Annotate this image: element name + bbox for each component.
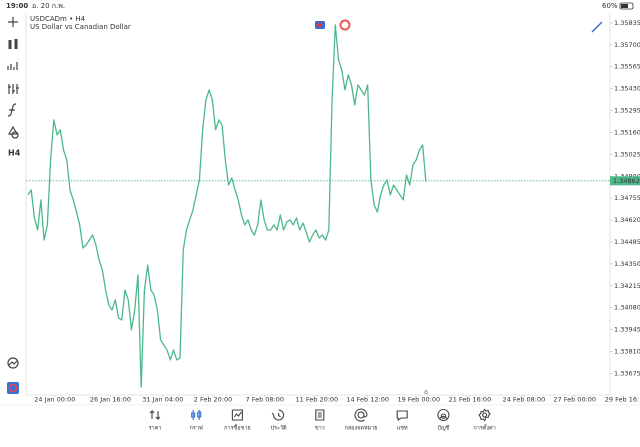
status-time: 19:00 bbox=[6, 2, 28, 10]
nav-item[interactable]: กราฟ bbox=[190, 410, 203, 432]
x-tick-label: 24 Feb 08:00 bbox=[503, 396, 546, 404]
battery-level bbox=[621, 4, 628, 8]
y-tick-label: 1.35700 bbox=[614, 41, 640, 49]
nav-icon bbox=[271, 409, 285, 421]
nav-label: แชท bbox=[397, 425, 408, 432]
x-tick-label: 31 Jan 04:00 bbox=[142, 396, 183, 404]
nav-icon bbox=[478, 408, 491, 422]
nav-label: กล่องจดหมาย bbox=[344, 426, 377, 432]
y-tick-label: 1.34755 bbox=[614, 194, 640, 202]
nav-icon bbox=[191, 410, 202, 420]
x-tick-label: 14 Feb 12:00 bbox=[346, 396, 389, 404]
nav-item[interactable]: การตั้งค่า bbox=[473, 408, 496, 432]
current-price-label: 1.34862 bbox=[613, 177, 640, 185]
plot: 1.35835 1.35700 1.35565 1.35430 1.35295 1.351… bbox=[26, 19, 640, 404]
zoom-tool[interactable] bbox=[7, 357, 19, 369]
scroll-marker: ⌂ bbox=[424, 389, 428, 396]
nav-label: ประวัติ bbox=[271, 425, 287, 432]
x-tick-label: 2 Feb 20:00 bbox=[194, 396, 233, 404]
y-tick-label: 1.33675 bbox=[614, 369, 640, 377]
function-tool[interactable] bbox=[7, 103, 17, 117]
zoom-tool-mark bbox=[8, 360, 18, 366]
y-tick-label: 1.35565 bbox=[614, 63, 640, 71]
nav-icon bbox=[437, 408, 450, 422]
left-toolbar bbox=[7, 17, 19, 369]
nav-label: การซื้อขาย bbox=[224, 424, 250, 432]
nav-label: ข่าว bbox=[315, 426, 325, 432]
symbol-description: US Dollar vs Canadian Dollar bbox=[30, 23, 131, 31]
flag-icon-mark bbox=[318, 23, 322, 27]
x-tick-label: 11 Feb 20:00 bbox=[296, 396, 339, 404]
nav-item[interactable]: ราคา bbox=[149, 409, 162, 432]
x-tick-label: 24 Jan 00:00 bbox=[34, 396, 75, 404]
x-tick-label: 7 Feb 08:00 bbox=[246, 396, 285, 404]
nav-item[interactable]: บัญชี bbox=[437, 408, 450, 432]
nav-label: การตั้งค่า bbox=[473, 424, 495, 432]
nav-icon bbox=[354, 408, 368, 422]
y-tick-label: 1.35430 bbox=[614, 85, 640, 93]
indicator-tool[interactable] bbox=[7, 62, 18, 70]
price-line bbox=[27, 24, 427, 388]
settings-tool[interactable] bbox=[8, 84, 19, 94]
nav-item[interactable]: แชท bbox=[396, 410, 408, 432]
nav-label: ราคา bbox=[149, 426, 162, 432]
chart-type-icon[interactable] bbox=[591, 21, 603, 33]
y-tick-label: 1.34350 bbox=[614, 260, 640, 268]
x-tick-label: 19 Feb 00:00 bbox=[397, 396, 440, 404]
current-price-box bbox=[610, 176, 640, 186]
y-tick-label: 1.33945 bbox=[614, 326, 640, 334]
y-tick-label: 1.34620 bbox=[614, 216, 640, 224]
status-battery: 60% bbox=[602, 2, 618, 10]
crosshair-tool[interactable] bbox=[8, 17, 18, 27]
status-date: อ. 20 ก.พ. bbox=[32, 2, 65, 10]
nav-label: บัญชี bbox=[437, 425, 449, 432]
y-tick-label: 1.34080 bbox=[614, 304, 640, 312]
status-icon bbox=[339, 19, 351, 31]
nav-item[interactable]: การซื้อขาย bbox=[224, 409, 251, 432]
battery-icon bbox=[619, 2, 634, 10]
y-tick-label: 1.35025 bbox=[614, 150, 640, 158]
nav-icon bbox=[315, 409, 325, 421]
shapes-tool[interactable] bbox=[7, 125, 19, 139]
nav-icon bbox=[149, 409, 161, 421]
x-tick-label: 21 Feb 16:00 bbox=[449, 396, 492, 404]
y-tick-label: 1.35295 bbox=[614, 107, 640, 115]
symbol-name[interactable]: USDCADm • H4 bbox=[30, 15, 86, 23]
nav-label: กราฟ bbox=[190, 425, 203, 432]
x-tick-label: 26 Jan 16:00 bbox=[90, 396, 131, 404]
nav-icon bbox=[231, 409, 243, 421]
app-icon-mark bbox=[8, 383, 18, 393]
y-tick-label: 1.34890 bbox=[614, 172, 640, 180]
y-tick-label: 1.35835 bbox=[614, 19, 640, 27]
bottom-nav: ราคา กราฟ การซื้อขาย ประวัติ ข่าว กล่องจดหมาย… bbox=[149, 408, 496, 432]
nav-item[interactable]: ข่าว bbox=[315, 409, 325, 432]
nav-item[interactable]: กล่องจดหมาย bbox=[344, 408, 378, 432]
y-tick-label: 1.34215 bbox=[614, 282, 640, 290]
y-tick-label: 1.34485 bbox=[614, 238, 640, 246]
x-tick-label: 27 Feb 00:00 bbox=[553, 396, 596, 404]
timeframe-button[interactable]: H4 bbox=[8, 149, 21, 158]
x-tick-label: 29 Feb 16: bbox=[605, 396, 639, 404]
nav-item[interactable]: ประวัติ bbox=[271, 409, 287, 432]
y-tick-label: 1.33810 bbox=[614, 348, 640, 356]
nav-icon bbox=[396, 410, 408, 422]
y-tick-label: 1.35160 bbox=[614, 128, 640, 136]
candle-tool[interactable] bbox=[8, 39, 18, 49]
